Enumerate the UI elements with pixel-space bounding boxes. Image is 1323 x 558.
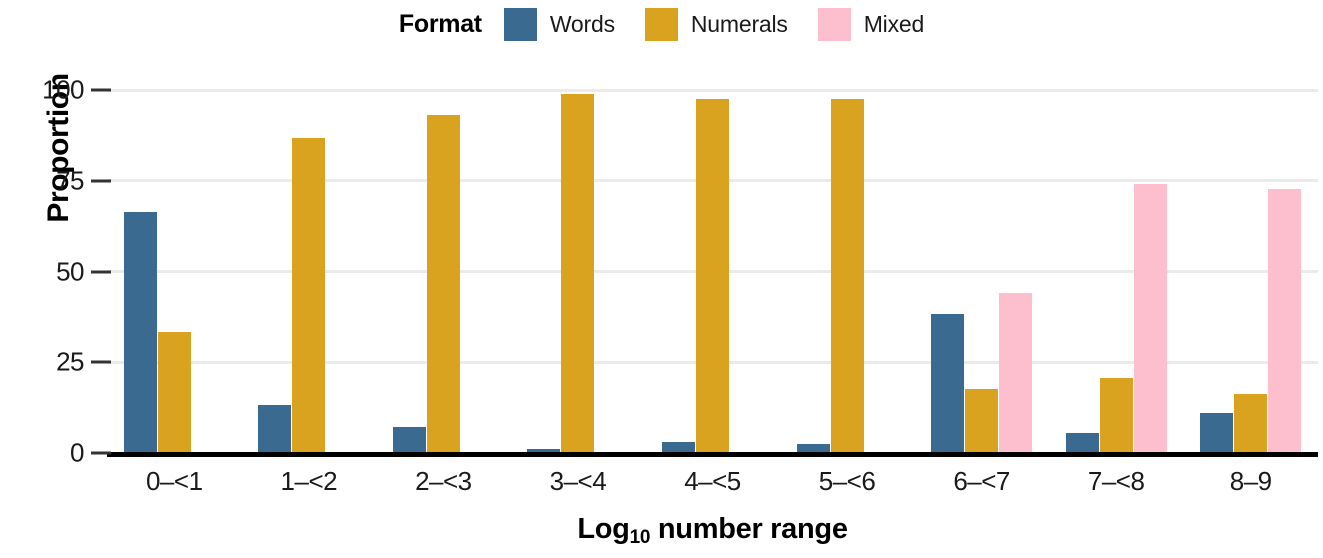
- bar-words[interactable]: [123, 211, 157, 453]
- bar-group: [527, 90, 628, 453]
- bar-mixed[interactable]: [1133, 184, 1167, 453]
- bar-numerals[interactable]: [426, 115, 460, 453]
- bar-words[interactable]: [527, 449, 561, 453]
- y-tick-label: 50: [56, 256, 84, 286]
- legend-label-words: Words: [549, 10, 615, 37]
- bar-group: [1200, 90, 1302, 453]
- bar-words[interactable]: [931, 313, 965, 453]
- gridline: [107, 88, 1318, 92]
- x-axis-title: Log10 number range: [107, 513, 1318, 548]
- bar-group: [258, 90, 359, 453]
- legend-item-mixed[interactable]: Mixed: [817, 7, 925, 41]
- bar-words[interactable]: [1065, 433, 1099, 453]
- legend-title: Format: [398, 9, 482, 38]
- y-tick-mark: [91, 88, 111, 92]
- y-tick-label: 25: [56, 346, 84, 377]
- x-axis-title-subscript: 10: [629, 527, 651, 548]
- square-swatch-icon-numerals: [644, 7, 678, 41]
- x-tick-label: 6–<7: [953, 466, 1010, 496]
- bar-group: [931, 90, 1033, 453]
- x-tick-label: 8–9: [1229, 466, 1272, 496]
- bar-words[interactable]: [1200, 412, 1234, 453]
- bar-numerals[interactable]: [292, 137, 326, 453]
- bar-group: [123, 90, 225, 453]
- bar-numerals[interactable]: [830, 98, 864, 453]
- bar-numerals[interactable]: [1099, 378, 1133, 453]
- bar-numerals[interactable]: [965, 388, 999, 453]
- x-tick-label: 7–<8: [1087, 466, 1145, 496]
- plot-area: [107, 88, 1318, 457]
- square-swatch-icon-mixed: [817, 7, 851, 41]
- bar-mixed[interactable]: [1268, 189, 1302, 453]
- bars-container: [107, 90, 1318, 453]
- legend-label-mixed: Mixed: [863, 10, 925, 37]
- y-axis-title: Proportion: [42, 73, 75, 223]
- bar-numerals[interactable]: [561, 94, 595, 453]
- x-tick-label: 5–<6: [818, 466, 876, 496]
- y-tick-mark: [91, 270, 111, 273]
- bar-group: [662, 90, 763, 453]
- x-axis-title-main: Log: [577, 513, 630, 545]
- y-tick-mark: [91, 451, 111, 455]
- legend-item-numerals[interactable]: Numerals: [644, 7, 788, 41]
- bar-words[interactable]: [796, 444, 830, 453]
- y-tick-label: 75: [56, 165, 84, 196]
- x-tick-label: 4–<5: [684, 466, 741, 496]
- bar-group: [1065, 90, 1167, 453]
- x-tick-label: 1–<2: [280, 466, 338, 496]
- bar-words[interactable]: [662, 442, 695, 453]
- x-tick-label: 3–<4: [549, 466, 607, 496]
- bar-numerals[interactable]: [157, 331, 191, 453]
- chart-legend: Format Words Numerals Mixed: [0, 0, 1323, 48]
- x-axis-title-rest: number range: [650, 513, 848, 545]
- bar-numerals[interactable]: [1234, 393, 1268, 453]
- y-tick-label: 0: [70, 437, 84, 468]
- legend-label-numerals: Numerals: [690, 10, 788, 37]
- square-swatch-icon-words: [503, 7, 537, 41]
- y-tick-mark: [91, 179, 111, 183]
- legend-item-words[interactable]: Words: [503, 7, 615, 41]
- x-axis-line: [107, 452, 1318, 457]
- bar-group: [796, 90, 898, 453]
- y-tick-label: 100: [42, 74, 84, 105]
- bar-mixed[interactable]: [999, 292, 1033, 453]
- bar-words[interactable]: [392, 427, 426, 453]
- bar-group: [392, 90, 494, 453]
- bar-words[interactable]: [258, 405, 292, 453]
- x-tick-label: 2–<3: [415, 466, 472, 496]
- bar-numerals[interactable]: [696, 98, 729, 453]
- x-tick-label: 0–<1: [145, 466, 203, 496]
- y-tick-mark: [91, 360, 111, 364]
